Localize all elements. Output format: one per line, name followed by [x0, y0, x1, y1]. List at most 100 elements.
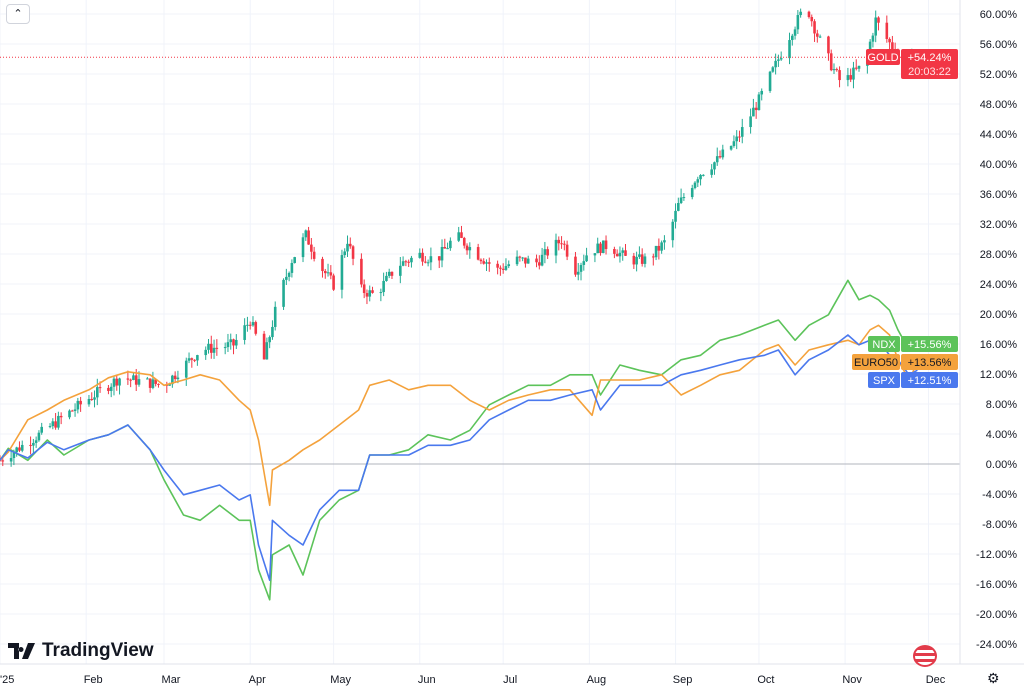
y-tick-label: 52.00%	[980, 69, 1018, 81]
gold-candle	[735, 136, 738, 142]
chevron-up-icon: ⌃	[13, 8, 23, 20]
y-tick-label: 32.00%	[980, 219, 1018, 231]
gold-candle	[838, 70, 841, 81]
gold-candle	[604, 240, 608, 250]
x-tick-label: Feb	[84, 674, 103, 686]
gold-candle	[854, 67, 858, 69]
gold-candle	[312, 251, 316, 259]
gold-candle	[718, 156, 722, 158]
gold-candle	[429, 256, 433, 263]
price-axis[interactable]: 60.00% 56.00% 52.00% 48.00% 44.00% 40.00% 36.0…	[976, 9, 1017, 651]
y-tick-label: -12.00%	[976, 549, 1017, 561]
gold-candle	[1, 460, 5, 462]
x-tick-label: Mar	[162, 674, 181, 686]
gold-candle	[807, 11, 811, 18]
gold-candle	[640, 254, 644, 264]
y-tick-label: 56.00%	[980, 39, 1018, 51]
gear-icon[interactable]: ⚙	[987, 670, 1000, 686]
gold-candle	[652, 256, 655, 258]
gold-candle	[76, 400, 80, 410]
gold-candle	[563, 243, 566, 245]
gold-candle	[126, 378, 130, 380]
gold-candle	[146, 378, 149, 380]
gold-candle	[184, 360, 188, 378]
grid	[0, 0, 1024, 665]
gold-candle	[332, 275, 335, 290]
gold-candle	[857, 65, 861, 69]
gold-candle	[196, 355, 199, 361]
gold-candle	[12, 452, 16, 459]
gold-candle	[793, 29, 797, 36]
gold-candle	[9, 458, 13, 462]
gold-candle	[713, 162, 716, 170]
logo-text: TradingView	[42, 640, 154, 661]
gold-candle	[293, 257, 296, 263]
gold-candle	[535, 258, 538, 263]
gold-candle	[209, 343, 213, 353]
gold-candle	[460, 232, 463, 238]
gold-candle	[32, 442, 35, 446]
gold-candle	[663, 240, 666, 243]
gold-candle	[679, 197, 683, 204]
gold-candle	[501, 268, 505, 270]
x-tick-label: Nov	[842, 674, 862, 686]
gold-candle	[15, 447, 18, 453]
x-tick-label: May	[330, 674, 351, 686]
gold-candle	[690, 188, 694, 198]
gold-candle	[749, 116, 752, 128]
gold-candle	[321, 258, 324, 272]
gold-candle	[779, 58, 783, 60]
gold-candle	[557, 239, 561, 244]
series-name-badge	[852, 354, 900, 370]
y-tick-label: -20.00%	[976, 609, 1017, 621]
gold-candle	[487, 262, 491, 264]
x-tick-label: '25	[0, 674, 14, 686]
gold-candle	[154, 379, 157, 384]
gold-candle	[137, 379, 141, 385]
gold-candle	[702, 174, 705, 176]
gold-candle	[399, 265, 402, 276]
tradingview-logo-icon	[8, 643, 35, 659]
gold-candle	[771, 67, 775, 72]
series-value-badge	[901, 372, 958, 388]
gold-candle	[254, 322, 258, 334]
gold-candle	[54, 421, 57, 428]
gold-candle	[479, 259, 483, 262]
gold-candle	[37, 432, 41, 441]
gold-candle	[674, 210, 677, 222]
gold-candle	[468, 247, 472, 251]
series-name-label: GOLD	[867, 52, 898, 64]
gold-candle	[440, 246, 444, 261]
us-flag-icon[interactable]	[913, 645, 937, 667]
tradingview-logo[interactable]: TradingView	[8, 640, 154, 662]
gold-candle	[193, 359, 196, 361]
gold-candle	[618, 252, 622, 257]
gold-candle	[273, 306, 277, 327]
series-name-badge	[868, 372, 900, 388]
series-labels: GOLD +54.24% 20:03:22 NDX +15.56% EURO50 +13.5…	[852, 49, 958, 388]
gold-candle	[888, 38, 891, 43]
time-axis[interactable]: '25 Feb Mar Apr May Jun Jul Aug Sep Oct Nov Dec	[0, 674, 946, 686]
collapse-button[interactable]: ⌃	[6, 4, 30, 24]
gold-candle	[654, 245, 658, 258]
gold-candle	[190, 358, 194, 360]
gold-candle	[835, 69, 839, 71]
gold-candle	[515, 256, 519, 265]
gold-candle	[387, 271, 391, 276]
gold-candle	[79, 400, 82, 405]
gold-candle	[282, 279, 285, 307]
gold-candle	[187, 358, 191, 361]
gold-candle	[507, 264, 511, 267]
gold-candle	[90, 398, 94, 400]
gold-candle	[426, 262, 430, 264]
gold-candle	[832, 69, 836, 71]
y-tick-label: -24.00%	[976, 639, 1017, 651]
gold-candle	[132, 375, 135, 380]
y-tick-label: 40.00%	[980, 159, 1018, 171]
gold-candle	[212, 347, 216, 353]
gold-candle	[693, 182, 697, 189]
gold-candle	[540, 254, 544, 266]
gold-candle	[677, 203, 680, 211]
gold-candle	[696, 179, 700, 183]
